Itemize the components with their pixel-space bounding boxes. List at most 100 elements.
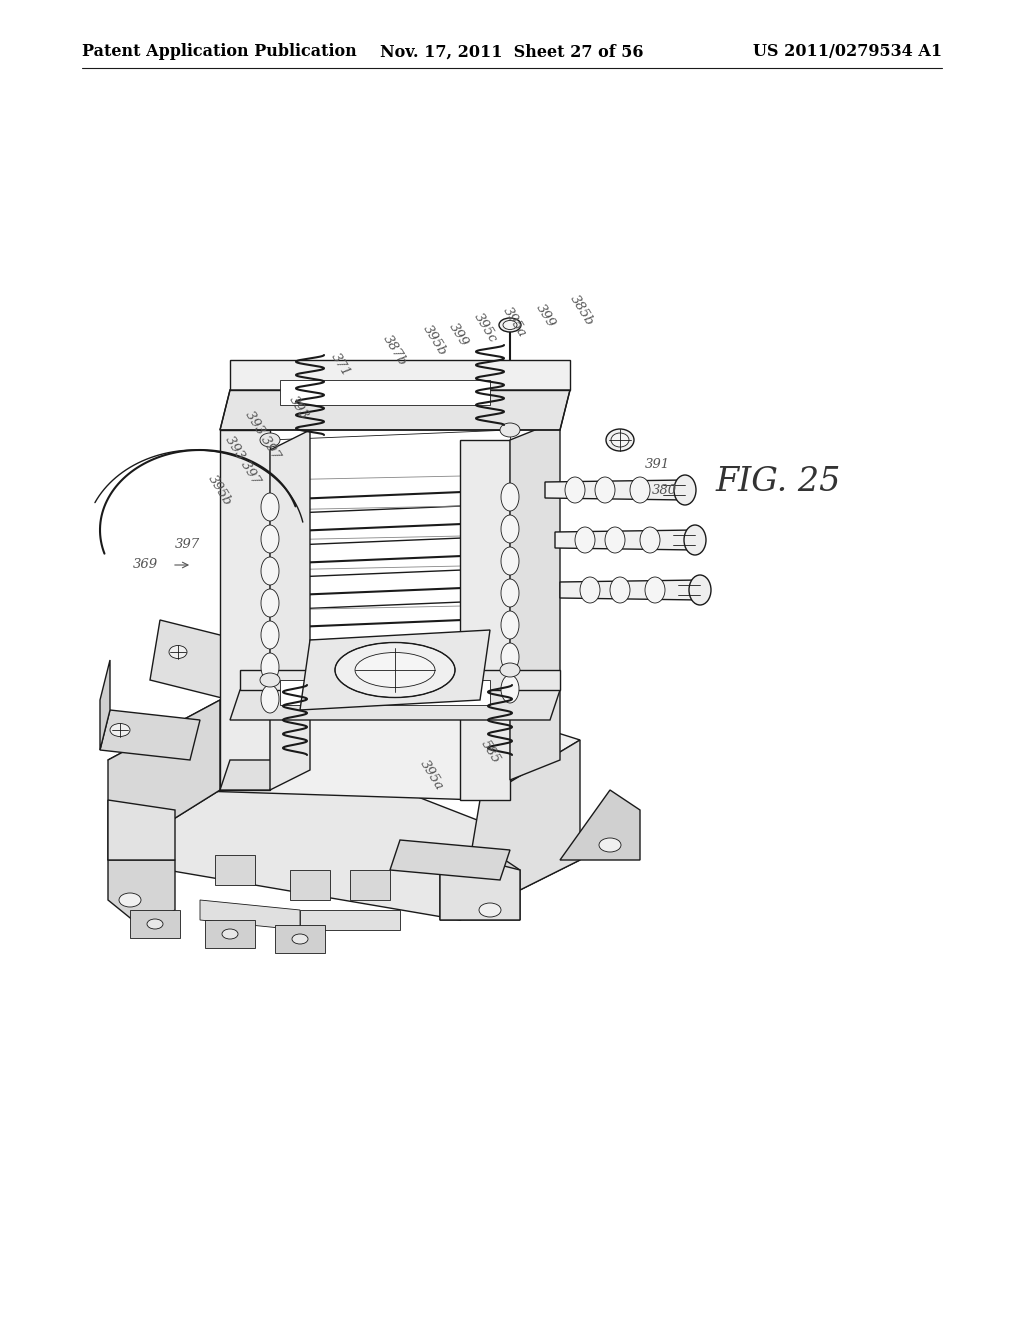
Ellipse shape bbox=[605, 527, 625, 553]
Ellipse shape bbox=[689, 576, 711, 605]
Ellipse shape bbox=[501, 643, 519, 671]
Ellipse shape bbox=[599, 838, 621, 851]
Ellipse shape bbox=[261, 557, 279, 585]
Polygon shape bbox=[230, 690, 560, 719]
Text: 387b: 387b bbox=[381, 333, 410, 368]
Ellipse shape bbox=[565, 477, 585, 503]
Ellipse shape bbox=[610, 577, 630, 603]
Polygon shape bbox=[555, 531, 695, 550]
Polygon shape bbox=[205, 920, 255, 948]
Ellipse shape bbox=[503, 321, 517, 330]
Text: 393 397: 393 397 bbox=[222, 433, 262, 487]
Polygon shape bbox=[220, 430, 270, 789]
Text: FIG. 25: FIG. 25 bbox=[716, 466, 841, 498]
Ellipse shape bbox=[499, 318, 521, 333]
Ellipse shape bbox=[261, 620, 279, 649]
Ellipse shape bbox=[261, 589, 279, 616]
Polygon shape bbox=[510, 420, 560, 780]
Polygon shape bbox=[300, 909, 400, 931]
Ellipse shape bbox=[575, 527, 595, 553]
Ellipse shape bbox=[645, 577, 665, 603]
Polygon shape bbox=[108, 789, 580, 920]
Ellipse shape bbox=[684, 525, 706, 554]
Ellipse shape bbox=[500, 663, 520, 677]
Ellipse shape bbox=[261, 653, 279, 681]
Ellipse shape bbox=[580, 577, 600, 603]
Ellipse shape bbox=[147, 919, 163, 929]
Polygon shape bbox=[390, 840, 510, 880]
Ellipse shape bbox=[640, 527, 660, 553]
Polygon shape bbox=[230, 360, 570, 389]
Ellipse shape bbox=[501, 611, 519, 639]
Text: 399: 399 bbox=[532, 302, 557, 330]
Ellipse shape bbox=[335, 643, 455, 697]
Text: 380: 380 bbox=[652, 483, 677, 496]
Ellipse shape bbox=[222, 929, 238, 939]
Polygon shape bbox=[280, 680, 490, 705]
Text: 393: 393 bbox=[286, 393, 310, 422]
Text: US 2011/0279534 A1: US 2011/0279534 A1 bbox=[753, 44, 942, 61]
Polygon shape bbox=[100, 710, 200, 760]
Polygon shape bbox=[220, 760, 280, 789]
Ellipse shape bbox=[501, 675, 519, 704]
Polygon shape bbox=[460, 741, 580, 920]
Ellipse shape bbox=[501, 579, 519, 607]
Polygon shape bbox=[130, 909, 180, 939]
Polygon shape bbox=[560, 579, 700, 601]
Ellipse shape bbox=[500, 422, 520, 437]
Polygon shape bbox=[460, 440, 510, 800]
Text: Patent Application Publication: Patent Application Publication bbox=[82, 44, 356, 61]
Text: 371: 371 bbox=[328, 351, 352, 379]
Text: 395c: 395c bbox=[471, 310, 499, 346]
Ellipse shape bbox=[501, 483, 519, 511]
Text: 385b: 385b bbox=[567, 292, 596, 327]
Ellipse shape bbox=[260, 433, 280, 447]
Polygon shape bbox=[108, 861, 175, 931]
Polygon shape bbox=[275, 925, 325, 953]
Polygon shape bbox=[440, 850, 520, 920]
Ellipse shape bbox=[260, 673, 280, 686]
Ellipse shape bbox=[630, 477, 650, 503]
Polygon shape bbox=[100, 660, 110, 750]
Ellipse shape bbox=[501, 515, 519, 543]
Text: 397: 397 bbox=[175, 539, 200, 552]
Text: 585: 585 bbox=[478, 738, 502, 766]
Polygon shape bbox=[280, 380, 490, 405]
Ellipse shape bbox=[169, 645, 187, 659]
Ellipse shape bbox=[595, 477, 615, 503]
Polygon shape bbox=[108, 700, 220, 861]
Polygon shape bbox=[300, 630, 490, 710]
Text: 395a: 395a bbox=[418, 758, 446, 792]
Polygon shape bbox=[150, 620, 240, 700]
Ellipse shape bbox=[261, 492, 279, 521]
Polygon shape bbox=[270, 430, 310, 789]
Polygon shape bbox=[290, 870, 330, 900]
Polygon shape bbox=[108, 800, 175, 861]
Ellipse shape bbox=[110, 723, 130, 737]
Ellipse shape bbox=[119, 894, 141, 907]
Polygon shape bbox=[545, 480, 685, 500]
Ellipse shape bbox=[501, 546, 519, 576]
Polygon shape bbox=[440, 850, 520, 920]
Ellipse shape bbox=[355, 652, 435, 688]
Text: Nov. 17, 2011  Sheet 27 of 56: Nov. 17, 2011 Sheet 27 of 56 bbox=[380, 44, 644, 61]
Ellipse shape bbox=[674, 475, 696, 506]
Text: 395b: 395b bbox=[421, 322, 450, 358]
Polygon shape bbox=[200, 900, 300, 931]
Ellipse shape bbox=[479, 903, 501, 917]
Text: 399: 399 bbox=[445, 321, 470, 348]
Polygon shape bbox=[350, 870, 390, 900]
Ellipse shape bbox=[611, 433, 629, 447]
Text: 369: 369 bbox=[132, 558, 158, 572]
Polygon shape bbox=[560, 789, 640, 861]
Text: 395a: 395a bbox=[501, 305, 529, 339]
Ellipse shape bbox=[292, 935, 308, 944]
Text: 393 397: 393 397 bbox=[242, 408, 282, 462]
Text: 395b: 395b bbox=[206, 473, 234, 508]
Polygon shape bbox=[220, 389, 570, 430]
Polygon shape bbox=[215, 855, 255, 884]
Polygon shape bbox=[108, 680, 580, 800]
Ellipse shape bbox=[606, 429, 634, 451]
Ellipse shape bbox=[261, 685, 279, 713]
Text: 391: 391 bbox=[645, 458, 670, 471]
